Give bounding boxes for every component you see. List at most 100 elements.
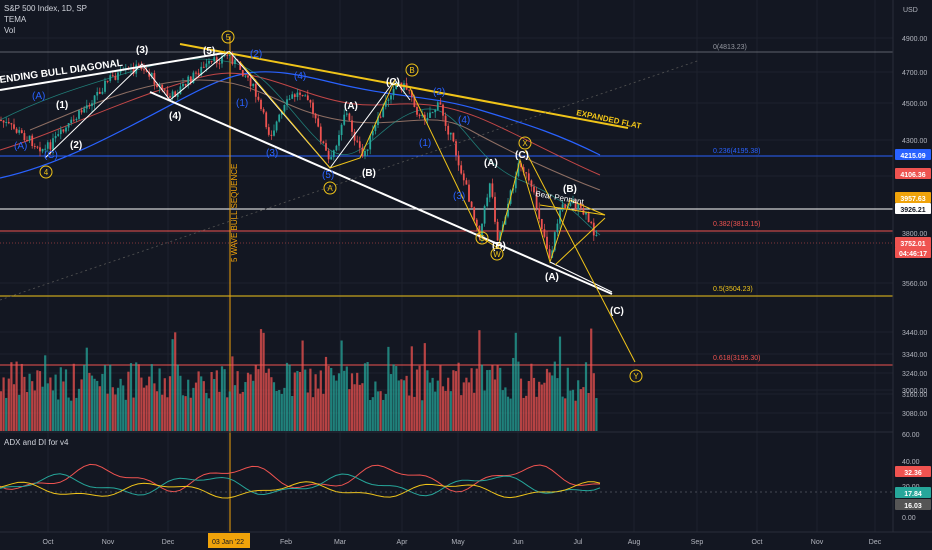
vol-label[interactable]: Vol	[4, 26, 16, 35]
candle-body	[78, 110, 80, 119]
candle-body	[574, 201, 577, 210]
volume-bar	[361, 383, 364, 431]
svg-text:(C): (C)	[515, 150, 529, 161]
candle-body	[512, 188, 515, 191]
volume-bar	[431, 377, 434, 431]
price-tags: 4215.09 4106.36 3957.63 3926.21 3752.01 04:46…	[895, 149, 931, 510]
candle-body	[288, 98, 291, 100]
volume-bar	[434, 391, 437, 431]
circled-label: W	[493, 250, 501, 259]
volume-bar	[98, 386, 101, 431]
candle-body	[374, 125, 377, 132]
price-tag-bg	[895, 192, 931, 203]
candle-body	[150, 73, 153, 77]
price-tick-label: 4900.00	[902, 36, 927, 43]
volume-bar	[236, 371, 239, 431]
volume-bar	[483, 390, 486, 431]
volume-bar	[15, 361, 18, 431]
candle-body	[26, 140, 28, 142]
candle-body	[262, 109, 265, 113]
volume-bar	[423, 343, 426, 431]
time-tick-label: Jun	[512, 539, 523, 546]
candle-body	[18, 130, 21, 133]
candle-body	[431, 112, 434, 114]
volume-bar	[226, 397, 229, 431]
candle-body	[52, 138, 54, 150]
candle-body	[293, 94, 296, 97]
candle-body	[335, 145, 338, 151]
volume-bar	[207, 398, 211, 431]
volume-bar	[535, 396, 538, 431]
candle-body	[20, 130, 23, 134]
volume-bar	[168, 376, 172, 431]
tema-label[interactable]: TEMA	[4, 15, 27, 24]
volume-bar	[109, 364, 112, 431]
volume-bar	[530, 363, 533, 431]
candle-body	[351, 120, 353, 132]
time-axis[interactable]: Oct Nov Dec 03 Jan '22 Feb Mar Apr May Jun Jul Aug…	[43, 533, 882, 548]
circled-label-ring	[405, 63, 419, 77]
candle-body	[239, 61, 242, 70]
volume-bar	[379, 391, 382, 431]
adx-legend[interactable]: ADX and DI for v4	[4, 438, 69, 447]
candle-body	[595, 234, 598, 236]
candle-body	[306, 95, 309, 101]
volume-bar	[150, 364, 153, 431]
candle-body	[379, 116, 382, 118]
price-tag-label: 3957.63	[900, 196, 925, 203]
volume-bar	[127, 371, 130, 431]
volume-bar	[106, 393, 109, 431]
volume-bar	[548, 372, 551, 431]
volume-bar	[569, 390, 572, 431]
symbol-title[interactable]: S&P 500 Index, 1D, SP	[4, 4, 88, 13]
volume-bar	[36, 370, 39, 431]
volume-bar	[561, 396, 564, 431]
circled-label-ring	[39, 165, 53, 179]
candle-body	[483, 206, 486, 224]
circled-label: X	[522, 139, 528, 148]
candle-body	[488, 183, 491, 198]
volume-bar	[246, 372, 250, 431]
adx-line	[0, 473, 601, 497]
candle-body	[332, 150, 335, 158]
volume-bar	[239, 393, 242, 431]
volume-bar	[179, 375, 182, 431]
price-tick-label: 3160.00	[902, 392, 927, 399]
volume-bar	[285, 362, 289, 431]
candle-body	[546, 236, 548, 250]
candle-body	[205, 63, 208, 68]
candle-body	[46, 142, 49, 149]
candle-body	[174, 91, 177, 97]
volume-bar	[10, 362, 13, 431]
candle-body	[210, 60, 213, 62]
volume-bar	[267, 368, 270, 431]
candle-body	[543, 229, 546, 237]
price-tick-label: 3800.00	[902, 231, 927, 238]
candle-body	[371, 131, 374, 136]
volume-bar	[522, 397, 525, 431]
volume-bar	[241, 391, 244, 431]
fib-5-label: 0.5(3504.23)	[713, 286, 753, 293]
candle-body	[590, 222, 593, 224]
time-tick-label: Aug	[628, 539, 641, 546]
candle-body	[153, 73, 156, 85]
volume-bar	[2, 377, 5, 431]
candle-body	[28, 135, 31, 141]
candle-body	[278, 114, 281, 122]
candle-body	[364, 150, 366, 157]
volume-bar	[348, 389, 351, 431]
volume-bar	[387, 346, 390, 431]
candle-body	[387, 99, 390, 101]
time-tick-label: Feb	[280, 539, 292, 546]
volume-bar	[501, 390, 504, 431]
price-axis-bg	[893, 0, 932, 532]
volume-bar	[12, 384, 16, 431]
candle-body	[439, 102, 442, 105]
volume-bar	[283, 387, 286, 431]
volume-bar	[18, 394, 21, 431]
candle-body	[148, 71, 151, 77]
svg-text:(A): (A)	[344, 101, 358, 112]
volume-bar	[491, 364, 494, 431]
candle-body	[533, 186, 535, 193]
